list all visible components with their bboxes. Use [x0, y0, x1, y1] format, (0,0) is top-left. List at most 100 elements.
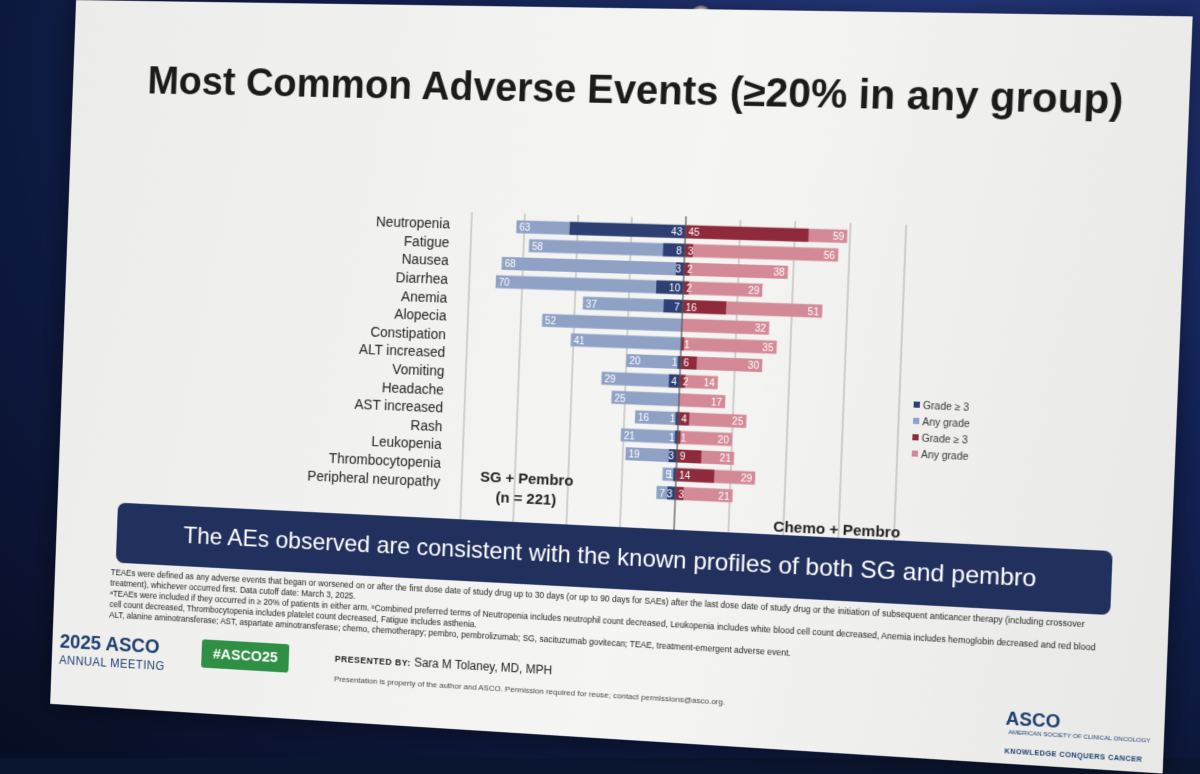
data-label-sg-any: 58: [532, 242, 544, 254]
conference-photo-background: Most Common Adverse Events (≥20% in any …: [0, 0, 1200, 758]
data-label-chemo-any: 35: [762, 343, 774, 355]
data-label-chemo-grade3: 1: [684, 340, 690, 351]
data-label-chemo-grade3: 3: [678, 489, 685, 501]
bar-sg-any-grade: [542, 314, 682, 332]
legend-label: Any grade: [921, 450, 969, 464]
group-label-sg: SG + Pembro: [480, 469, 574, 490]
category-label: ALT increased: [359, 342, 446, 360]
data-label-sg-grade3: 8: [676, 246, 683, 257]
data-label-sg-any: 7: [659, 488, 665, 500]
category-label: Nausea: [401, 252, 449, 269]
data-label-sg-grade3: 10: [669, 283, 681, 295]
data-label-chemo-any: 17: [711, 397, 723, 409]
bar-chemo-any-grade: [684, 244, 838, 262]
data-label-chemo-any: 59: [832, 232, 844, 244]
data-label-sg-any: 52: [545, 316, 556, 328]
category-label: Peripheral neuropathy: [307, 468, 441, 489]
data-label-sg-grade3: 3: [668, 451, 675, 463]
category-label: AST increased: [354, 397, 443, 416]
data-label-sg-grade3: 3: [675, 265, 682, 276]
category-label: Leukopenia: [371, 434, 442, 452]
category-label: Anemia: [401, 289, 448, 306]
data-label-chemo-any: 21: [719, 454, 731, 466]
presenter-line: PRESENTED BY: Sara M Tolaney, MD, MPH: [335, 651, 553, 678]
data-label-chemo-grade3: 16: [685, 302, 697, 314]
data-label-chemo-grade3: 1: [680, 433, 686, 445]
adverse-events-butterfly-chart: Neutropenia 63 43 5945Fatigue 58 8 563Nausea 68…: [58, 0, 1193, 556]
data-label-sg-any: 25: [614, 393, 626, 405]
data-label-chemo-grade3: 6: [683, 358, 690, 370]
data-label-sg-grade3: 4: [671, 377, 678, 389]
presentation-slide: Most Common Adverse Events (≥20% in any …: [50, 0, 1193, 773]
data-label-sg-grade3: 3: [667, 489, 674, 501]
bar-chemo-grade3: [685, 225, 809, 242]
data-label-chemo-grade3: 2: [682, 377, 688, 389]
data-label-sg-grade3: 7: [674, 302, 680, 313]
presenter-name: Sara M Tolaney, MD, MPH: [414, 655, 552, 677]
group-n-sg: (n = 221): [495, 490, 556, 509]
data-label-sg-any: 70: [498, 278, 510, 290]
bar-sg-any-grade: [529, 239, 685, 257]
data-label-chemo-grade3: 2: [686, 284, 692, 295]
data-label-chemo-any: 38: [773, 268, 785, 280]
property-note: Presentation is property of the author a…: [334, 674, 725, 706]
bar-sg-grade3: [569, 222, 685, 238]
legend-label: Grade ≥ 3: [921, 433, 968, 446]
data-label-sg-any: 41: [573, 336, 584, 348]
data-label-sg-any: 20: [629, 356, 641, 368]
data-label-chemo-grade3: 14: [679, 471, 691, 483]
legend-swatch: [912, 450, 918, 456]
gridline: [838, 223, 850, 539]
asco-logo: ASCO AMERICAN SOCIETY OF CLINICAL ONCOLO…: [1004, 708, 1165, 765]
data-label-sg-grade3: 1: [667, 470, 673, 482]
category-label: Fatigue: [404, 234, 450, 251]
legend-swatch: [912, 434, 918, 440]
legend-label: Grade ≥ 3: [923, 401, 970, 414]
data-label-chemo-any: 21: [718, 491, 730, 503]
data-label-chemo-any: 56: [823, 250, 835, 262]
data-label-chemo-any: 29: [741, 473, 753, 485]
data-label-sg-any: 19: [628, 450, 640, 462]
data-label-chemo-grade3: 2: [687, 265, 693, 276]
presented-by-label: PRESENTED BY:: [335, 654, 411, 668]
data-label-sg-any: 68: [504, 259, 516, 271]
category-label: Thrombocytopenia: [329, 451, 442, 471]
data-label-sg-grade3: 1: [669, 433, 675, 445]
data-label-chemo-any: 51: [807, 307, 819, 319]
category-label: Alopecia: [394, 307, 447, 324]
category-label: Diarrhea: [396, 270, 449, 287]
data-label-sg-any: 21: [624, 431, 636, 443]
asco-tagline: KNOWLEDGE CONQUERS CANCER: [1004, 748, 1163, 765]
bar-sg-any-grade: [571, 333, 682, 350]
legend-label: Any grade: [922, 417, 970, 430]
asco-annual-meeting-logo: 2025 ASCO ANNUAL MEETING: [59, 631, 166, 673]
data-label-sg-any: 29: [604, 374, 615, 386]
data-label-sg-any: 37: [586, 299, 597, 311]
category-label: Constipation: [370, 324, 446, 342]
data-label-chemo-grade3: 3: [687, 246, 694, 257]
data-label-chemo-any: 29: [748, 286, 760, 298]
bar-sg-any-grade: [496, 275, 684, 294]
data-label-chemo-grade3: 9: [680, 452, 686, 464]
bar-sg-any-grade: [502, 257, 685, 276]
data-label-sg-grade3: 1: [672, 358, 678, 369]
category-label: Headache: [382, 380, 445, 398]
data-label-chemo-grade3: 45: [688, 228, 700, 240]
data-label-chemo-any: 14: [703, 378, 715, 390]
data-label-chemo-grade3: 4: [681, 415, 688, 427]
legend-swatch: [913, 418, 919, 424]
gridline: [460, 212, 472, 520]
data-label-sg-any: 63: [519, 223, 531, 235]
data-label-sg-grade3: 1: [669, 414, 675, 426]
category-label: Vomiting: [392, 362, 445, 379]
data-label-chemo-any: 20: [717, 435, 729, 447]
gridline: [894, 225, 906, 542]
data-label-sg-any: 16: [638, 413, 650, 425]
hashtag-badge: #ASCO25: [201, 639, 290, 672]
data-label-chemo-any: 32: [755, 324, 767, 336]
asco-logo-subtext: AMERICAN SOCIETY OF CLINICAL ONCOLOGY: [1008, 730, 1150, 746]
legend-swatch: [914, 401, 920, 407]
data-label-sg-grade3: 43: [671, 227, 683, 239]
asco-logo-word: ASCO: [1005, 708, 1060, 732]
data-label-chemo-any: 25: [732, 417, 744, 429]
